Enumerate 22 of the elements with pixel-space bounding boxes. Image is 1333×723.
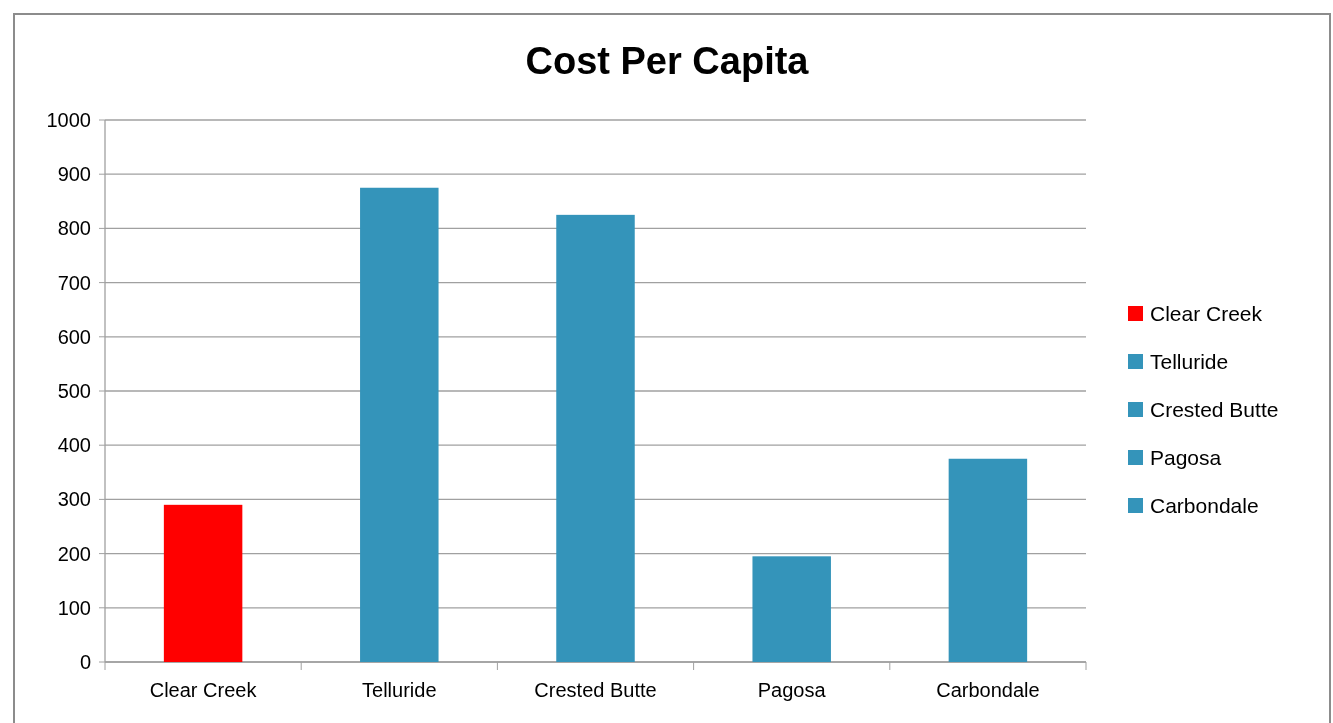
legend-label: Crested Butte [1150, 398, 1279, 422]
y-tick-label: 700 [57, 271, 91, 294]
y-tick-label: 0 [79, 651, 91, 673]
y-tick-label: 200 [57, 542, 91, 565]
y-tick-label: 900 [57, 163, 91, 186]
legend-label: Telluride [1150, 350, 1229, 374]
x-tick-label: Pagosa [757, 679, 827, 701]
legend-label: Clear Creek [1150, 302, 1263, 326]
legend-label: Carbondale [1150, 494, 1259, 518]
legend-label: Pagosa [1150, 446, 1222, 470]
y-tick-label: 500 [57, 380, 91, 402]
y-tick-label: 300 [57, 488, 91, 511]
x-tick-label: Telluride [362, 679, 437, 701]
x-tick-label: Crested Butte [534, 679, 657, 701]
y-tick-label: 100 [57, 596, 91, 619]
y-tick-label: 400 [57, 434, 91, 457]
x-tick-label: Carbondale [936, 679, 1040, 701]
x-tick-label: Clear Creek [149, 679, 258, 701]
chart-title: Cost Per Capita [525, 40, 810, 82]
y-tick-label: 1000 [46, 109, 91, 131]
y-tick-label: 800 [57, 217, 91, 240]
y-tick-label: 600 [57, 325, 91, 348]
